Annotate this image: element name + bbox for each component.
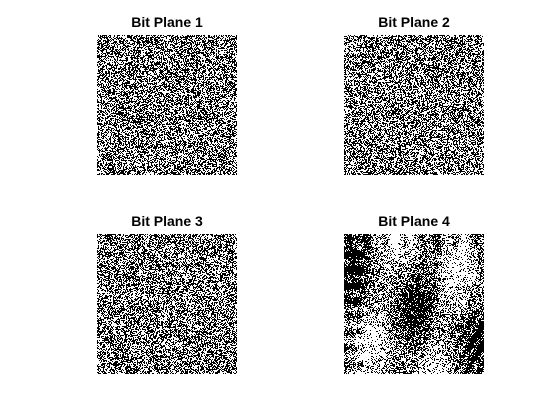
bit-plane-image bbox=[344, 234, 484, 374]
bit-plane-image bbox=[97, 35, 237, 175]
subplot-title: Bit Plane 1 bbox=[131, 14, 203, 30]
subplot-bit-plane-1: Bit Plane 1 bbox=[97, 14, 237, 175]
subplot-bit-plane-4: Bit Plane 4 bbox=[344, 213, 484, 374]
bit-plane-image bbox=[97, 234, 237, 374]
subplot-title: Bit Plane 2 bbox=[378, 14, 450, 30]
subplot-title: Bit Plane 3 bbox=[131, 213, 203, 229]
subplot-bit-plane-2: Bit Plane 2 bbox=[344, 14, 484, 175]
subplot-title: Bit Plane 4 bbox=[378, 213, 450, 229]
subplot-bit-plane-3: Bit Plane 3 bbox=[97, 213, 237, 374]
bit-plane-image bbox=[344, 35, 484, 175]
